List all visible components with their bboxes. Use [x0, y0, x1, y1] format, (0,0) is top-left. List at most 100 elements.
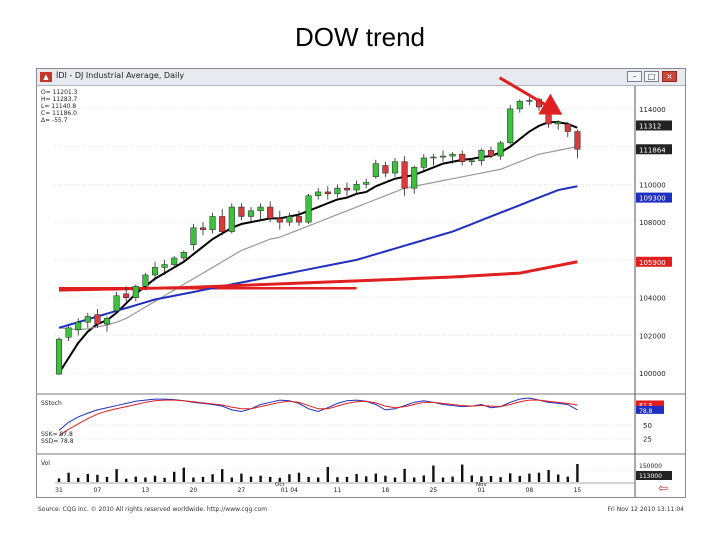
stochastic-tag	[636, 405, 664, 414]
candle-body	[459, 153, 466, 162]
candle-body	[295, 216, 303, 223]
price-panel: 1000001020001040001060001080001100001120…	[41, 86, 672, 392]
candle-body	[247, 210, 255, 217]
source-credit: Source: CQG Inc. © 2010 All rights reser…	[38, 506, 268, 513]
ohlc-readout: O= 11201.3H= 11283.7L= 11140.8C= 11186.0…	[41, 89, 78, 124]
candle-body	[391, 161, 399, 174]
date-tick-label: 25	[430, 487, 438, 494]
price-tag	[636, 120, 672, 131]
volume-bar	[307, 476, 310, 482]
volume-bar	[211, 474, 214, 482]
candle-body	[487, 150, 495, 157]
candle-body	[382, 165, 389, 174]
candle-body	[286, 216, 293, 223]
candle-body	[113, 295, 120, 312]
price-tag	[636, 192, 672, 203]
volume-bar	[134, 476, 137, 482]
price-tick-label: 108000	[639, 219, 666, 227]
stochastic-tick-label: 50	[643, 422, 652, 430]
volume-bar	[278, 477, 281, 482]
stochastic-readout-line: SSK= 87.8	[41, 431, 73, 438]
month-marker-label: Nov	[476, 482, 487, 488]
price-tag-label: 111864	[639, 146, 666, 154]
candle-body	[267, 206, 274, 219]
candle-body	[439, 155, 447, 158]
price-tick-label: 100000	[639, 370, 666, 378]
price-tick-label: 110000	[639, 181, 666, 189]
date-tick-label: 31	[55, 487, 63, 494]
volume-bar	[537, 472, 541, 482]
ohlc-readout-line: H= 11283.7	[41, 96, 77, 103]
date-tick-label: 15	[574, 487, 582, 494]
candle-body	[94, 314, 101, 325]
volume-bar	[221, 469, 224, 482]
candle-body	[238, 206, 245, 217]
date-tick-label: 11	[334, 487, 342, 494]
volume-bar	[297, 472, 301, 482]
candle-body	[228, 206, 235, 232]
volume-bar	[144, 477, 147, 482]
candle-body	[353, 184, 360, 191]
date-axis: 31 07 13 20 27 01 04 11 18 25 01 08 15 Oct Nov	[55, 482, 635, 494]
price-tag-label: 105900	[639, 259, 666, 267]
candle-body	[420, 157, 427, 168]
candle-body	[334, 187, 341, 195]
volume-bar	[96, 474, 99, 482]
minimize-button[interactable]: –	[627, 71, 642, 82]
volume-bars	[57, 464, 579, 482]
candle-body	[161, 264, 168, 268]
price-tag	[636, 144, 672, 155]
volume-bar	[403, 468, 406, 482]
volume-bar	[125, 478, 128, 482]
chart-app-icon[interactable]: ▲	[40, 72, 52, 82]
volume-bar	[77, 477, 80, 482]
candle-body	[478, 150, 485, 162]
volume-bar	[355, 473, 358, 482]
candle-body	[199, 227, 207, 230]
candle-body	[190, 227, 197, 246]
scroll-left-icon[interactable]: ⇦	[658, 481, 668, 495]
volume-bar	[105, 476, 109, 482]
volume-bar	[576, 464, 579, 482]
volume-bar	[384, 475, 387, 482]
volume-tag	[636, 471, 672, 480]
stochastic-grid	[55, 424, 635, 439]
price-tag	[636, 256, 672, 267]
volume-bar	[317, 477, 320, 482]
volume-bar	[432, 465, 435, 482]
date-tick-label: 18	[382, 487, 390, 494]
volume-bar	[57, 478, 61, 482]
volume-tick-label: 150000	[639, 463, 662, 470]
candle-body	[209, 216, 216, 230]
volume-bar	[374, 473, 377, 482]
volume-bar	[153, 475, 157, 482]
window-titlebar[interactable]: ▲ İDI - DJ Industrial Average, Daily – □…	[37, 69, 685, 86]
candle-body	[324, 191, 331, 195]
volume-bar	[230, 477, 233, 482]
candle-body	[401, 161, 408, 189]
maximize-button[interactable]: □	[644, 71, 659, 82]
candle-body	[84, 316, 91, 323]
ohlc-readout-line: L= 11140.8	[41, 103, 76, 110]
candle-body	[55, 338, 63, 375]
close-button[interactable]: ×	[662, 71, 677, 82]
date-tick-label: 20	[190, 487, 198, 494]
ohlc-readout-line: Δ= -55.7	[41, 117, 68, 124]
volume-bar	[547, 470, 550, 482]
volume-bar	[173, 471, 176, 482]
moving-average-ma_mid	[58, 146, 578, 331]
stochastic-line-ssd	[58, 399, 578, 437]
volume-bar	[86, 473, 89, 482]
candle-body	[430, 156, 437, 159]
ohlc-readout-line: O= 11201.3	[41, 89, 78, 96]
candle-body	[305, 195, 312, 223]
stochastic-readout-line: SSD= 78.8	[41, 438, 74, 445]
volume-bar	[470, 475, 473, 482]
volume-panel: Vol 150000 113000	[41, 460, 672, 482]
candle-body	[75, 321, 82, 330]
candle-body	[468, 160, 475, 163]
date-tick-label: 08	[526, 487, 534, 494]
stochastic-tag-label: 78.8	[639, 408, 653, 415]
